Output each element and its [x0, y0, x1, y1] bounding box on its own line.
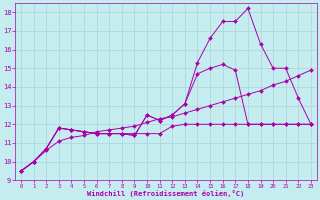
X-axis label: Windchill (Refroidissement éolien,°C): Windchill (Refroidissement éolien,°C) — [87, 190, 244, 197]
